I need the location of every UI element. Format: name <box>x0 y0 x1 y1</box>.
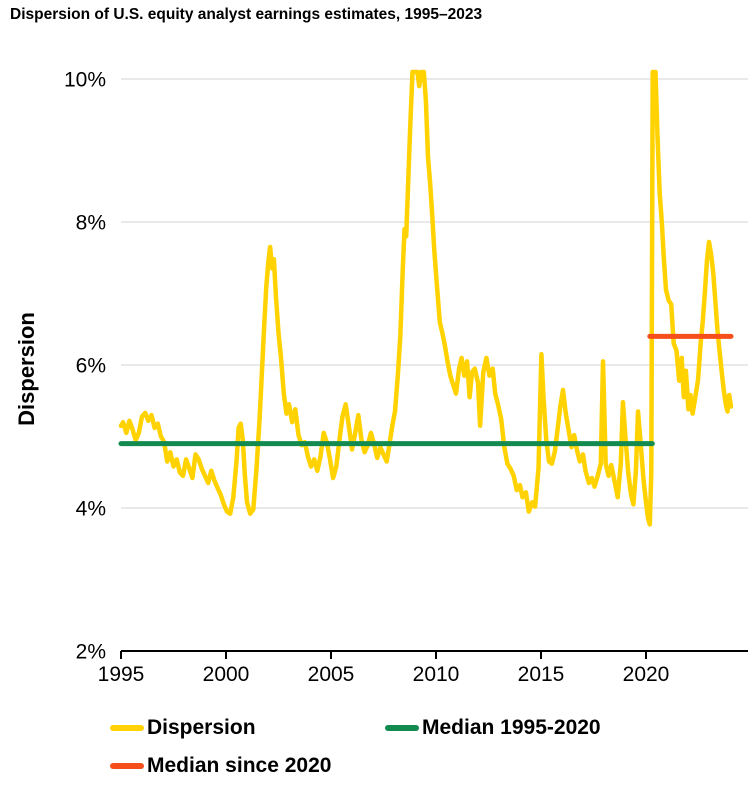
legend-label-dispersion: Dispersion <box>147 716 256 739</box>
median-1995-2020-line-swatch-icon <box>385 725 419 731</box>
y-tick-label: 6% <box>76 355 106 378</box>
legend-item-dispersion: Dispersion <box>110 715 256 741</box>
dispersion-line <box>118 69 734 527</box>
y-tick-label: 2% <box>76 641 106 664</box>
legend-label-median-1995-2020: Median 1995-2020 <box>422 716 601 739</box>
plot-area: 1995 2000 2005 2010 2015 2020 10% 8% 6% 4% 2% <box>64 69 748 686</box>
x-tick-label: 2005 <box>308 663 355 686</box>
x-tick-label: 2000 <box>203 663 250 686</box>
legend-item-median-1995-2020: Median 1995-2020 <box>385 715 601 741</box>
y-tick-label: 10% <box>64 69 106 92</box>
median-since-2020-line-swatch-icon <box>110 763 144 769</box>
legend-item-median-since-2020: Median since 2020 <box>110 753 331 779</box>
x-tick-label: 2010 <box>413 663 460 686</box>
y-tick-label: 4% <box>76 498 106 521</box>
legend-label-median-since-2020: Median since 2020 <box>147 754 332 777</box>
x-tick-label: 2020 <box>623 663 670 686</box>
x-tick-label: 2015 <box>518 663 565 686</box>
dispersion-line-swatch-icon <box>110 725 144 731</box>
x-tick-label: 1995 <box>98 663 145 686</box>
y-tick-label: 8% <box>76 212 106 235</box>
chart-title: Dispersion of U.S. equity analyst earnin… <box>10 6 483 23</box>
